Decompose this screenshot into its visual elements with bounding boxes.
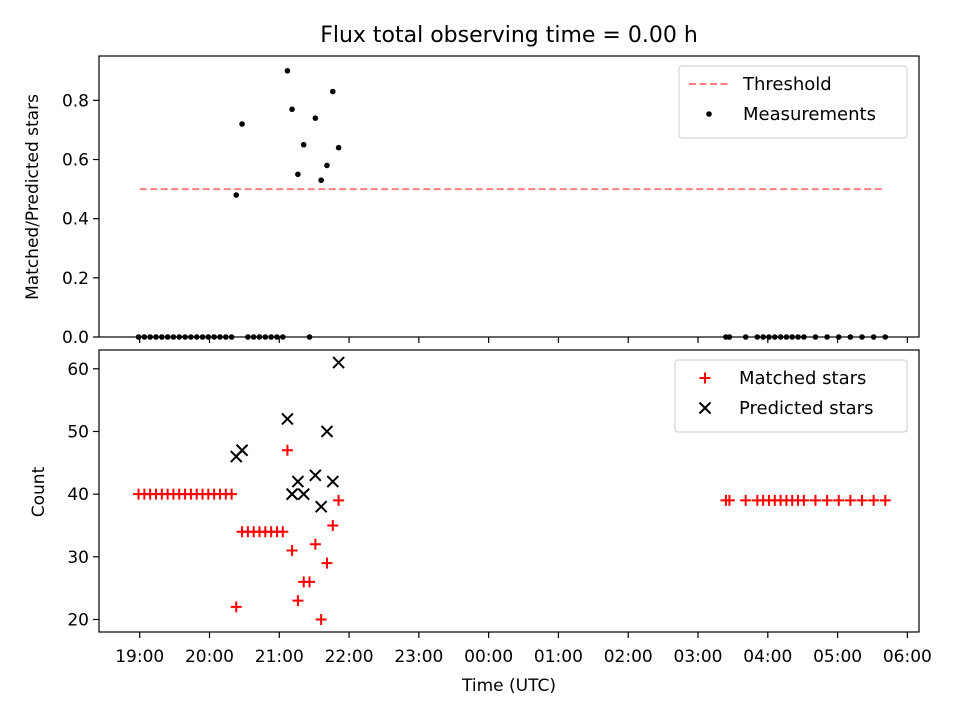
matched-star-point	[321, 557, 333, 569]
matched-star-point	[333, 494, 345, 506]
predicted-star-point	[281, 412, 294, 426]
measurement-point	[284, 67, 291, 74]
x-tick-label: 19:00	[115, 647, 164, 667]
measurement-point	[312, 115, 319, 121]
measurement-point	[289, 106, 295, 113]
measurement-point	[233, 192, 240, 198]
matched-star-point	[230, 601, 242, 613]
predicted-star-point	[297, 487, 310, 501]
top-panel: 0.0 0.2 0.4 0.6 0.8 Threshold Measurements	[62, 55, 920, 348]
x-tick-label: 06:00	[883, 647, 932, 667]
x-tick-label: 22:00	[325, 647, 374, 667]
y-tick-label: 0.2	[62, 269, 89, 289]
predicted-star-point	[309, 469, 322, 482]
y-tick-label: 20	[67, 610, 89, 630]
x-tick-label: 21:00	[255, 647, 304, 667]
legend-predicted-swatch	[698, 401, 712, 415]
legend-label: Matched stars	[739, 368, 866, 389]
matched-star-point	[723, 494, 735, 506]
measurement-point	[329, 88, 336, 95]
x-tick-label: 01:00	[534, 647, 583, 667]
y-tick-label: 50	[67, 422, 89, 442]
x-tick-label: 02:00	[604, 647, 653, 667]
x-tick-label: 03:00	[674, 647, 723, 667]
predicted-star-point	[291, 475, 305, 488]
y-tick-label: 60	[67, 360, 89, 380]
legend-box	[674, 359, 908, 433]
measurement-point	[318, 177, 324, 184]
legend-label: Measurements	[743, 104, 876, 125]
predicted-star-point	[320, 425, 334, 438]
predicted-star-point	[332, 356, 345, 369]
chart-title: Flux total observing time = 0.00 h	[320, 23, 698, 48]
y-tick-label: 0.6	[62, 151, 89, 171]
matched-star-point	[798, 494, 810, 506]
legend-box	[678, 65, 908, 139]
measurement-point	[295, 171, 301, 178]
predicted-star-point	[285, 487, 299, 501]
legend-label: Threshold	[742, 74, 832, 95]
matched-star-point	[879, 494, 891, 506]
measurement-point	[324, 162, 330, 169]
matched-star-point	[809, 494, 821, 506]
x-tick-label: 00:00	[464, 647, 513, 667]
y-tick-label: 0.0	[62, 328, 89, 348]
x-tick-label: 04:00	[743, 647, 792, 667]
bottom-panel: 20 30 40 50 60 19:00 20:00 21:00 22:00 23:00 00:00…	[67, 349, 932, 667]
matched-star-point	[304, 576, 316, 588]
matched-star-point	[309, 538, 321, 550]
measurement-point	[335, 144, 342, 151]
matched-star-point	[292, 595, 304, 607]
predicted-star-point	[314, 500, 328, 513]
x-tick-label: 20:00	[185, 647, 234, 667]
predicted-star-point	[326, 475, 339, 488]
y-tick-label: 0.4	[62, 210, 89, 230]
matched-star-point	[833, 494, 845, 506]
y-axis-label-ratio: Matched/Predicted stars	[23, 94, 43, 300]
matched-star-point	[844, 494, 856, 506]
matched-star-point	[286, 545, 298, 557]
x-axis-label: Time (UTC)	[461, 676, 556, 696]
matched-star-point	[821, 494, 833, 506]
axes-frame	[98, 55, 920, 338]
y-axis-label-count: Count	[29, 466, 49, 517]
matched-star-point	[856, 494, 868, 506]
y-tick-label: 40	[67, 485, 89, 505]
measurement-point	[239, 121, 245, 127]
y-tick-label: 0.8	[62, 91, 89, 111]
matched-star-point	[327, 519, 339, 531]
matched-star-point	[868, 494, 880, 506]
y-tick-label: 30	[67, 548, 89, 568]
legend-label: Predicted stars	[739, 398, 873, 419]
x-tick-label: 23:00	[394, 647, 443, 667]
measurement-point	[300, 141, 307, 148]
axes-frame	[98, 349, 920, 633]
matched-star-point	[277, 526, 289, 538]
legend-measurement-swatch	[706, 111, 712, 117]
legend-matched-swatch	[699, 372, 711, 384]
matched-star-point	[315, 613, 327, 625]
matched-star-point	[226, 488, 238, 500]
matched-star-point	[740, 494, 752, 506]
predicted-star-point	[235, 444, 249, 457]
matched-star-point	[281, 444, 293, 456]
x-tick-label: 05:00	[813, 647, 862, 667]
